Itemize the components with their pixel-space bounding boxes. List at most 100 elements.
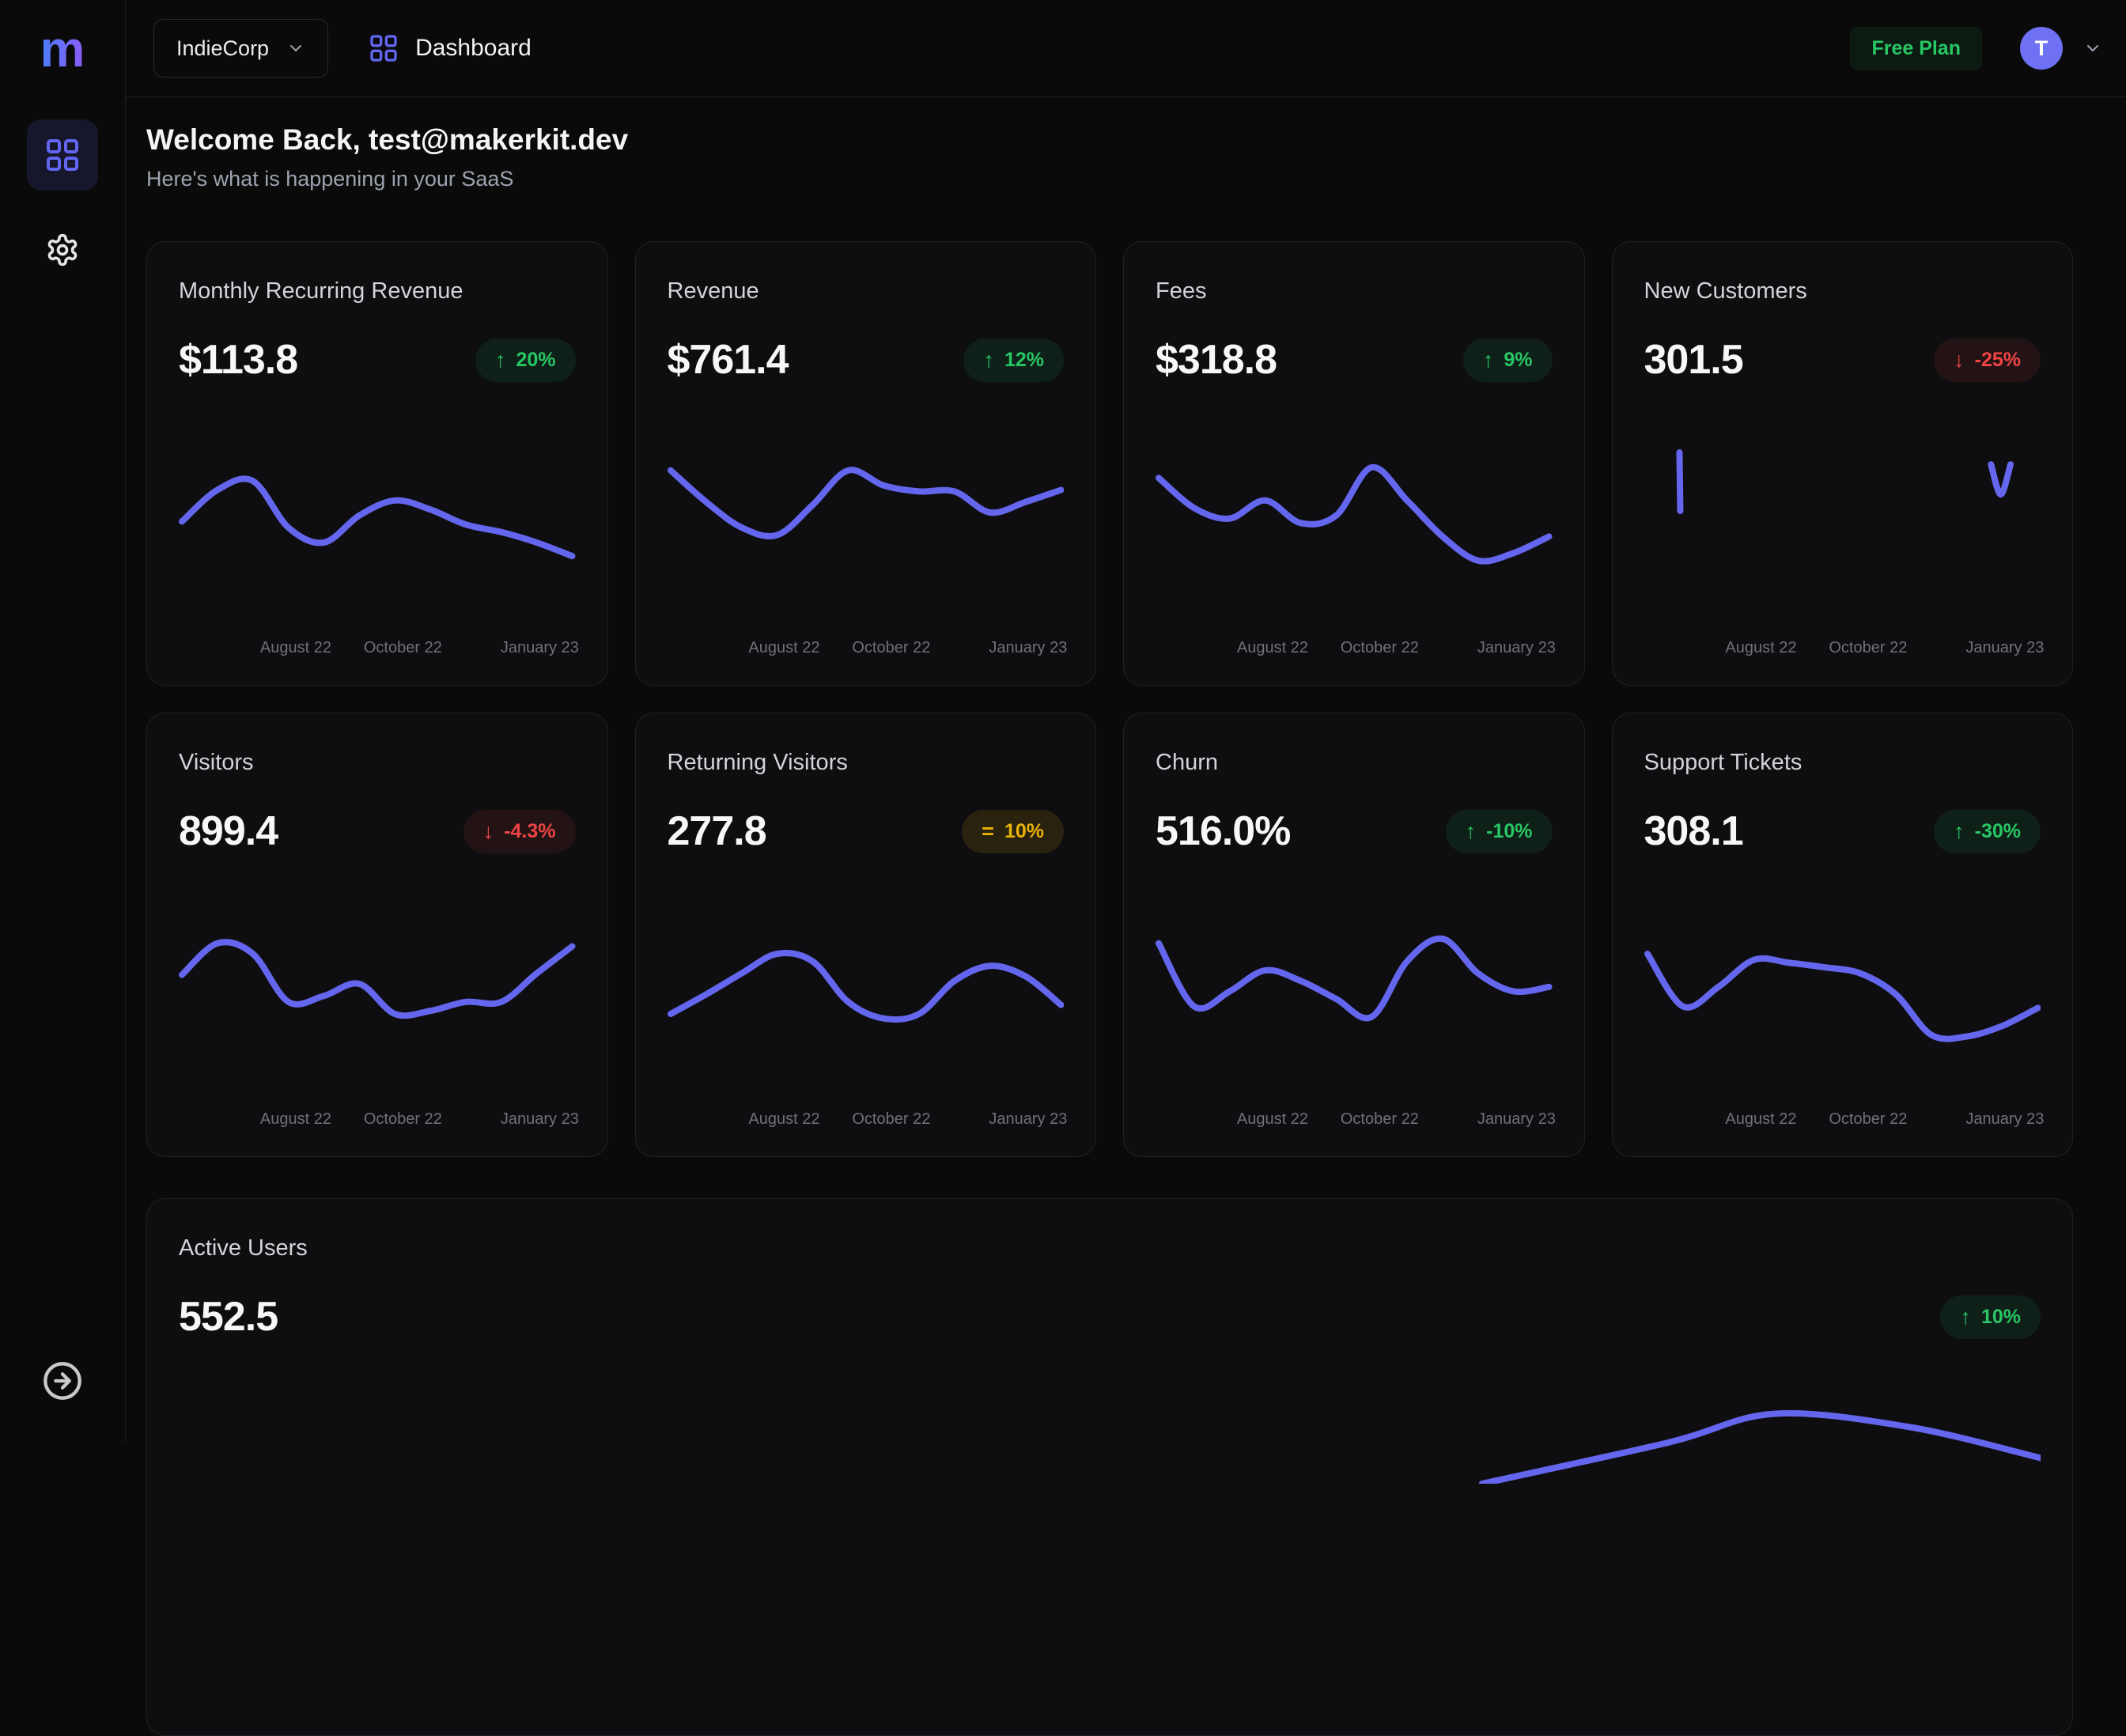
sparkline-chart	[179, 919, 576, 1082]
metrics-grid: Monthly Recurring Revenue $113.8 ↑ 20% A…	[146, 241, 2073, 1158]
topbar: IndieCorp Dashboard Free Plan T	[125, 0, 2126, 97]
avatar[interactable]: T	[2020, 27, 2063, 70]
team-selector-label: IndieCorp	[176, 36, 270, 60]
x-axis: August 22 October 22 January 23	[1644, 1110, 2045, 1131]
metric-card-fees: Fees $318.8 ↑ 9% August 22 October 22 Ja…	[1123, 241, 1585, 686]
trend-badge: = 10%	[962, 809, 1064, 853]
arrow-up-icon: ↑	[1960, 1304, 1971, 1329]
trend-badge: ↑ 10%	[1940, 1295, 2041, 1339]
chevron-down-icon[interactable]	[2083, 39, 2102, 58]
x-axis: August 22 October 22 January 23	[1156, 1110, 1556, 1131]
active-users-chart	[179, 1381, 2041, 1484]
makerkit-logo: m	[40, 20, 85, 78]
plan-badge: Free Plan	[1850, 26, 1982, 70]
card-title: Visitors	[179, 750, 254, 776]
x-axis-label: January 23	[1477, 1110, 1556, 1129]
metric-value: 552.5	[179, 1294, 278, 1341]
app-logo: m	[40, 0, 85, 97]
sparkline-chart	[668, 448, 1065, 611]
sparkline-chart	[1644, 448, 2041, 611]
chevron-down-icon	[286, 39, 305, 58]
card-title: Revenue	[667, 278, 759, 304]
card-title: Support Tickets	[1644, 750, 1803, 776]
x-axis-label: October 22	[1340, 1110, 1419, 1129]
trend-label: 9%	[1504, 348, 1533, 371]
x-axis-label: January 23	[989, 639, 1068, 657]
trend-label: 12%	[1004, 348, 1044, 371]
x-axis: August 22 October 22 January 23	[179, 1110, 579, 1131]
page-title: Dashboard	[415, 35, 532, 61]
metric-card-active-users: Active Users 552.5 ↑ 10%	[146, 1198, 2073, 1736]
trend-badge: ↑ 12%	[963, 338, 1064, 382]
card-title: Churn	[1156, 750, 1218, 776]
card-title: Returning Visitors	[667, 750, 848, 776]
arrow-up-icon: ↑	[983, 347, 994, 372]
arrow-up-icon: ↑	[1465, 819, 1477, 843]
x-axis-label: October 22	[363, 1110, 442, 1129]
x-axis-label: August 22	[259, 1110, 331, 1129]
metric-value: 899.4	[179, 808, 278, 855]
metric-value: $113.8	[179, 337, 298, 384]
x-axis-label: January 23	[989, 1110, 1068, 1129]
x-axis-label: January 23	[500, 1110, 579, 1129]
metric-value: 277.8	[667, 808, 767, 855]
x-axis-label: October 22	[1829, 1110, 1908, 1129]
team-selector[interactable]: IndieCorp	[153, 19, 329, 78]
metric-card-support-tickets: Support Tickets 308.1 ↑ -30% August 22 O…	[1611, 713, 2073, 1158]
metric-card-mrr: Monthly Recurring Revenue $113.8 ↑ 20% A…	[146, 241, 608, 686]
sparkline-chart	[1156, 448, 1553, 611]
sidebar-item-dashboard[interactable]	[27, 119, 98, 191]
arrow-up-icon: ↑	[1954, 819, 1965, 843]
sidebar-item-settings[interactable]	[27, 214, 98, 286]
x-axis-label: January 23	[1965, 1110, 2045, 1129]
x-axis-label: October 22	[852, 639, 931, 657]
avatar-initial: T	[2034, 36, 2048, 60]
trend-label: -4.3%	[504, 819, 556, 842]
trend-label: -25%	[1974, 348, 2021, 371]
sparkline-chart	[1644, 919, 2041, 1082]
sparkline-chart	[1156, 919, 1553, 1082]
card-title: Fees	[1156, 278, 1207, 304]
welcome-title: Welcome Back, test@makerkit.dev	[146, 123, 629, 156]
welcome-subtitle: Here's what is happening in your SaaS	[146, 167, 514, 191]
grid-icon	[44, 136, 81, 174]
trend-badge: ↓ -4.3%	[463, 809, 576, 853]
x-axis-label: January 23	[1477, 639, 1556, 657]
trend-label: -30%	[1974, 819, 2021, 842]
x-axis-label: January 23	[1965, 639, 2045, 657]
metric-value: 308.1	[1644, 808, 1744, 855]
metric-card-returning-visitors: Returning Visitors 277.8 = 10% August 22…	[634, 713, 1096, 1158]
metric-card-visitors: Visitors 899.4 ↓ -4.3% August 22 October…	[146, 713, 608, 1158]
card-title: New Customers	[1644, 278, 1807, 304]
breadcrumb: Dashboard	[368, 32, 532, 64]
x-axis-label: January 23	[500, 639, 579, 657]
trend-label: 10%	[1980, 1305, 2021, 1328]
trend-badge: ↑ -10%	[1445, 809, 1553, 853]
metric-value: 301.5	[1644, 337, 1744, 384]
equals-icon: =	[982, 819, 994, 843]
arrow-up-icon: ↑	[1482, 347, 1494, 372]
trend-badge: ↑ 9%	[1462, 338, 1553, 382]
trend-label: -10%	[1486, 819, 1533, 842]
x-axis-label: October 22	[363, 639, 442, 657]
x-axis-label: October 22	[1340, 639, 1419, 657]
sidebar: m	[0, 0, 126, 1443]
x-axis: August 22 October 22 January 23	[1156, 639, 1556, 660]
x-axis: August 22 October 22 January 23	[1644, 639, 2045, 660]
x-axis-label: August 22	[1236, 639, 1308, 657]
x-axis-label: October 22	[1829, 639, 1908, 657]
metric-card-revenue: Revenue $761.4 ↑ 12% August 22 October 2…	[634, 241, 1096, 686]
x-axis-label: October 22	[852, 1110, 931, 1129]
trend-badge: ↓ -25%	[1934, 338, 2041, 382]
card-title: Active Users	[179, 1235, 308, 1261]
trend-label: 20%	[516, 348, 556, 371]
gear-icon	[45, 233, 80, 267]
arrow-right-circle-icon[interactable]	[42, 1360, 83, 1401]
x-axis-label: August 22	[1236, 1110, 1308, 1129]
sparkline-chart	[179, 448, 576, 611]
metric-card-new-customers: New Customers 301.5 ↓ -25% August 22 Oct…	[1611, 241, 2073, 686]
arrow-up-icon: ↑	[494, 347, 506, 372]
metric-card-churn: Churn 516.0% ↑ -10% August 22 October 22…	[1123, 713, 1585, 1158]
x-axis-label: August 22	[259, 639, 331, 657]
x-axis: August 22 October 22 January 23	[668, 639, 1068, 660]
